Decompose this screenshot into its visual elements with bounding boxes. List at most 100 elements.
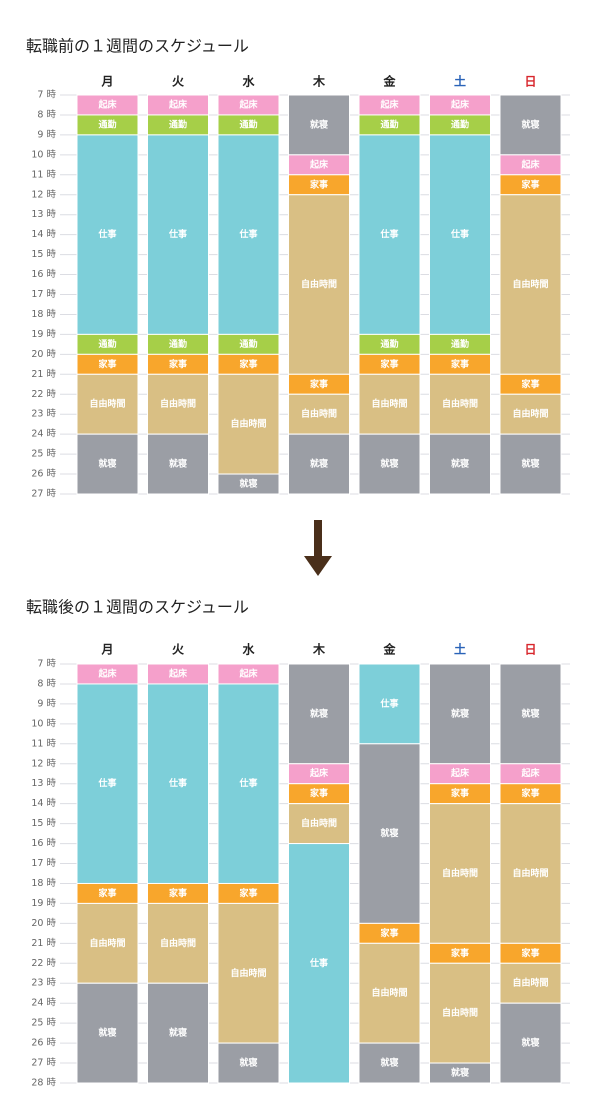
arrow xyxy=(304,520,332,576)
segment-label: 自由時間 xyxy=(301,278,337,290)
segment-label: 就寝 xyxy=(451,458,469,470)
segment xyxy=(288,433,350,495)
segment xyxy=(429,663,491,765)
segment-label: 自由時間 xyxy=(512,408,548,420)
segment xyxy=(288,663,350,765)
y-tick-label: 12 時 xyxy=(31,758,56,769)
segment-label: 通勤 xyxy=(98,118,116,130)
segment-label: 就寝 xyxy=(380,827,398,839)
segment xyxy=(288,194,350,375)
day-label: 火 xyxy=(172,643,185,657)
y-tick-label: 11 時 xyxy=(31,738,56,749)
segment xyxy=(217,1042,280,1084)
segment-label: 仕事 xyxy=(238,777,257,789)
y-tick-label: 27 時 xyxy=(31,489,56,500)
y-tick-label: 13 時 xyxy=(31,209,56,220)
segment xyxy=(429,373,491,435)
segment-label: 仕事 xyxy=(309,957,328,969)
y-tick-label: 24 時 xyxy=(31,429,56,440)
segment xyxy=(217,473,280,495)
y-tick-label: 7 時 xyxy=(37,90,56,101)
segment-label: 起床 xyxy=(238,667,258,679)
segment xyxy=(76,982,139,1084)
y-tick-label: 7 時 xyxy=(37,659,56,670)
segment xyxy=(76,433,139,495)
segment xyxy=(358,134,421,335)
day-label: 水 xyxy=(242,642,255,657)
segment-label: 就寝 xyxy=(310,458,328,470)
y-tick-label: 23 時 xyxy=(31,978,56,989)
y-tick-label: 9 時 xyxy=(37,698,56,709)
y-tick-label: 18 時 xyxy=(31,309,56,320)
segment xyxy=(76,683,139,884)
segment-label: 自由時間 xyxy=(89,398,125,410)
segment-label: 家事 xyxy=(310,378,328,390)
segment-label: 家事 xyxy=(239,358,257,370)
day-label: 金 xyxy=(382,642,396,657)
y-tick-label: 20 時 xyxy=(31,918,56,929)
segment-label: 通勤 xyxy=(169,118,187,130)
segment-label: 家事 xyxy=(98,887,116,899)
segment-label: 就寝 xyxy=(380,458,398,470)
segment-label: 通勤 xyxy=(380,338,398,350)
segment-label: 就寝 xyxy=(239,1057,257,1069)
segment-label: 家事 xyxy=(451,358,469,370)
y-tick-label: 23 時 xyxy=(31,409,56,420)
y-tick-label: 17 時 xyxy=(31,858,56,869)
y-tick-label: 25 時 xyxy=(31,1018,56,1029)
segment xyxy=(147,134,209,335)
segment-label: 通勤 xyxy=(239,338,257,350)
segment-label: 就寝 xyxy=(521,458,539,470)
segment xyxy=(217,683,280,884)
segment-label: 仕事 xyxy=(379,228,398,240)
day-label: 土 xyxy=(454,642,466,657)
segment-label: 自由時間 xyxy=(230,418,266,430)
segment xyxy=(288,843,350,1084)
segment-label: 就寝 xyxy=(169,458,187,470)
segment xyxy=(499,663,562,765)
y-tick-label: 14 時 xyxy=(31,229,56,240)
segment-label: 自由時間 xyxy=(512,867,548,879)
segment-label: 家事 xyxy=(380,358,398,370)
day-label: 月 xyxy=(100,643,113,657)
segment-label: 家事 xyxy=(380,927,398,939)
segment xyxy=(429,134,491,335)
y-tick-label: 11 時 xyxy=(31,169,56,180)
segment xyxy=(217,373,280,475)
segment-label: 就寝 xyxy=(380,1057,398,1069)
segment-label: 起床 xyxy=(97,667,117,679)
segment-label: 自由時間 xyxy=(512,278,548,290)
segment-label: 就寝 xyxy=(98,1027,116,1039)
segment xyxy=(499,1002,562,1084)
segment xyxy=(288,393,350,435)
segment xyxy=(76,902,139,984)
segment-label: 通勤 xyxy=(380,118,398,130)
segment-label: 仕事 xyxy=(238,228,257,240)
segment-label: 自由時間 xyxy=(160,398,196,410)
segment-label: 起床 xyxy=(309,158,329,170)
segment-label: 通勤 xyxy=(239,118,257,130)
segment-label: 家事 xyxy=(521,178,539,190)
segment-label: 仕事 xyxy=(379,697,398,709)
segment-label: 自由時間 xyxy=(442,398,478,410)
segment-label: 起床 xyxy=(520,767,540,779)
y-tick-label: 21 時 xyxy=(31,938,56,949)
segment-label: 自由時間 xyxy=(301,408,337,420)
segment-label: 就寝 xyxy=(451,707,469,719)
day-label: 土 xyxy=(454,74,466,89)
segment-label: 通勤 xyxy=(169,338,187,350)
segment xyxy=(217,902,280,1044)
y-tick-label: 15 時 xyxy=(31,818,56,829)
segment-label: 自由時間 xyxy=(371,398,407,410)
segment xyxy=(76,134,139,335)
segment-label: 就寝 xyxy=(239,478,257,490)
segment-label: 起床 xyxy=(168,98,188,110)
y-tick-label: 28 時 xyxy=(31,1078,56,1089)
segment-label: 就寝 xyxy=(521,118,539,130)
segment-label: 通勤 xyxy=(98,338,116,350)
segment-label: 自由時間 xyxy=(230,967,266,979)
y-tick-label: 15 時 xyxy=(31,249,56,260)
segment xyxy=(147,373,209,435)
segment-label: 仕事 xyxy=(97,228,116,240)
